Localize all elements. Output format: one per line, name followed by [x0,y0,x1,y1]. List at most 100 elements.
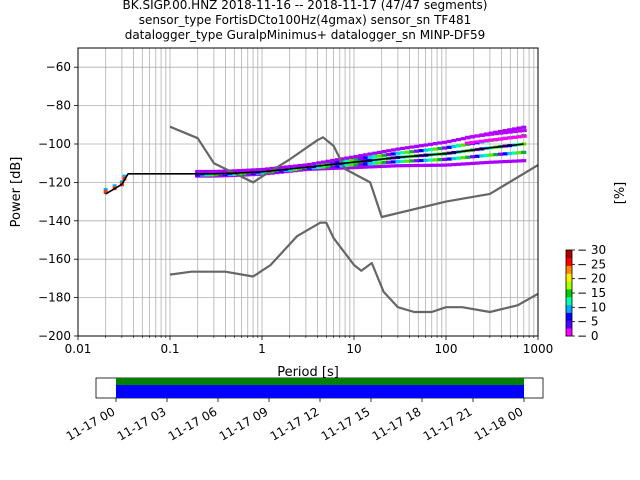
ppsd-density-cell [483,139,490,143]
plot-frame [77,47,539,337]
ppsd-density-cell [404,150,410,154]
colorbar-tick-label: − 25 [577,257,606,271]
ppsd-density-cell [437,141,443,145]
ppsd-density-cell [362,162,368,166]
ppsd-density-cell [339,164,345,168]
ppsd-density-cell [330,166,336,171]
ppsd-density-cell [381,149,387,154]
ppsd-density-cell [316,161,322,165]
ppsd-density-cell [213,169,219,173]
ppsd-density-cell [297,163,303,168]
ppsd-density-cell [506,136,513,140]
ppsd-density-cell [358,162,364,167]
ppsd-density-cell [451,138,457,143]
ppsd-density-cell [470,161,476,166]
ppsd-density-cell [446,139,452,144]
ppsd-density-cell [255,168,261,172]
ppsd-density-cell [432,142,438,146]
ppsd-density-cell [237,169,243,173]
colorbar-segment [566,273,572,282]
x-tick-label: 100 [435,342,458,356]
ppsd-density-cell [497,137,504,141]
ppsd-density-cell [451,156,457,161]
ppsd-density-cell [372,151,378,155]
ppsd-density-cell [423,148,429,152]
ppsd-density-cell [414,159,420,163]
ppsd-density-cell [442,140,448,144]
ppsd-density-cell [474,154,480,158]
ppsd-density-cell [460,137,466,141]
ppsd-density-cell [446,163,452,167]
ppsd-density-cell [204,169,210,174]
colorbar-segment [566,312,572,321]
density-layer [103,125,527,194]
ppsd-density-cell [502,152,508,156]
ppsd-density-cell [409,159,415,163]
y-tick-label: −200 [38,329,71,343]
ppsd-density-cell [372,154,378,159]
ppsd-density-cell [507,159,513,163]
ppsd-density-cell [103,188,108,191]
colorbar-tick-label: − 30 [577,243,606,257]
ppsd-density-cell [339,157,345,161]
ppsd-density-cell [381,164,387,168]
title-line-2: sensor_type FortisDCto100Hz(4gmax) senso… [138,13,472,27]
ppsd-density-cell [353,165,359,170]
grid-layer [77,48,538,337]
ppsd-density-cell [497,152,503,156]
ppsd-density-cell [320,167,326,171]
colorbar-segment [566,328,572,337]
ppsd-density-cell [437,146,443,151]
ppsd-density-cell [404,159,410,163]
colorbar-segment [566,320,572,329]
ppsd-density-cell [320,162,326,166]
ppsd-density-cell [507,151,513,156]
time-tick-label: 11-17 12 [268,404,322,443]
colorbar-segment [566,296,572,306]
ppsd-density-cell [456,144,462,148]
ppsd-density-cell [520,134,527,138]
colorbar-segment [566,281,572,290]
ppsd-density-cell [265,167,271,171]
ppsd-density-cell [404,164,410,168]
ppsd-density-cell [390,152,396,156]
ppsd-density-cell [344,166,350,170]
ppsd-density-cell [423,163,429,167]
ppsd-density-cell [478,139,485,143]
ppsd-density-cell [400,146,406,151]
ppsd-density-cell [334,158,340,162]
ppsd-density-cell [372,165,378,169]
ppsd-density-cell [437,163,443,167]
ppsd-density-cell [497,131,504,135]
colorbar-tick-label: − 15 [577,286,606,300]
ppsd-density-cell [479,161,485,165]
ppsd-density-cell [223,169,229,173]
colorbar-label: [%] [613,182,628,205]
ppsd-density-cell [460,156,466,160]
ppsd-density-cell [353,163,359,167]
ppsd-density-cell [423,158,429,162]
colorbar-tick-label: − 20 [577,272,606,286]
ppsd-density-cell [456,137,462,142]
ppsd-density-cell [376,164,382,169]
ppsd-density-cell [511,127,517,131]
ppsd-density-cell [418,149,424,153]
colorbar-tick-label: − 10 [577,300,606,314]
ppsd-density-cell [376,161,382,165]
ppsd-density-cell [358,156,364,161]
ppsd-density-cell [302,163,308,167]
ppsd-density-cell [288,164,294,169]
ppsd-density-cell [386,164,392,168]
ppsd-density-cell [423,143,429,147]
ppsd-density-cell [395,159,401,164]
ppsd-density-cell [432,163,438,167]
ppsd-density-cell [414,144,420,148]
ppsd-density-cell [428,147,434,152]
ppsd-density-cell [260,167,266,172]
ticks-layer: 0.01 0.1 1 10 100 1000 −200 −180 −160 −140 −120 −10… [38,60,553,356]
ppsd-density-cell [232,169,238,173]
ppsd-density-cell [465,155,471,159]
ppsd-density-cell [446,145,452,149]
ppsd-density-cell [442,157,448,162]
